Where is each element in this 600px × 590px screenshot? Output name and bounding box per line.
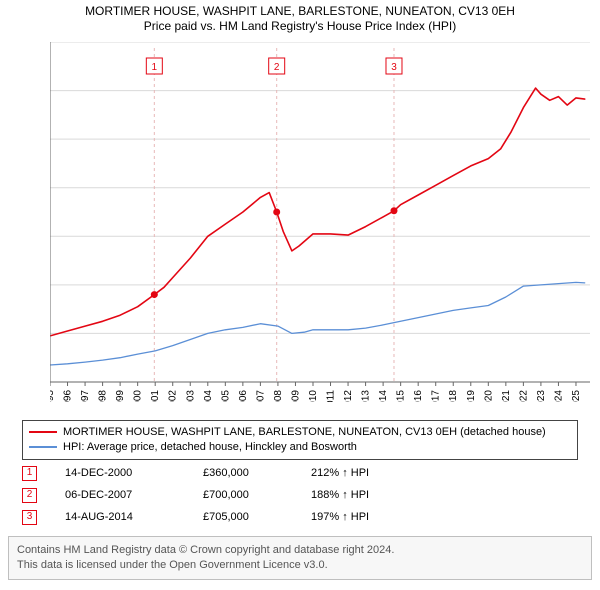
legend-item: MORTIMER HOUSE, WASHPIT LANE, BARLESTONE… — [29, 425, 571, 440]
event-marker-num: 1 — [27, 468, 33, 478]
event-row: 1 14-DEC-2000 £360,000 212% ↑ HPI — [22, 462, 578, 484]
svg-text:2004: 2004 — [203, 390, 214, 402]
event-date: 06-DEC-2007 — [65, 489, 175, 501]
event-marker: 1 — [22, 466, 37, 481]
event-marker-num: 2 — [27, 490, 33, 500]
svg-text:2014: 2014 — [378, 390, 389, 402]
event-pct: 188% ↑ HPI — [311, 489, 369, 501]
svg-text:2009: 2009 — [290, 390, 301, 402]
svg-text:2010: 2010 — [308, 390, 319, 402]
svg-text:2001: 2001 — [150, 390, 161, 402]
svg-text:2025: 2025 — [571, 390, 582, 402]
svg-text:2007: 2007 — [255, 390, 266, 402]
title-line-1: MORTIMER HOUSE, WASHPIT LANE, BARLESTONE… — [0, 4, 600, 19]
svg-text:2: 2 — [274, 62, 280, 73]
event-date: 14-DEC-2000 — [65, 467, 175, 479]
chart: £0£200K£400K£600K£800K£1M£1.2M£1.4M19951… — [50, 42, 590, 402]
svg-text:2006: 2006 — [238, 390, 249, 402]
svg-text:1997: 1997 — [80, 390, 91, 402]
legend-label: HPI: Average price, detached house, Hinc… — [63, 440, 357, 455]
legend-swatch — [29, 431, 57, 433]
svg-text:2011: 2011 — [326, 390, 337, 402]
legend: MORTIMER HOUSE, WASHPIT LANE, BARLESTONE… — [22, 420, 578, 460]
svg-text:2005: 2005 — [220, 390, 231, 402]
event-marker: 2 — [22, 488, 37, 503]
title-line-2: Price paid vs. HM Land Registry's House … — [0, 19, 600, 34]
svg-text:2021: 2021 — [501, 390, 512, 402]
event-price: £705,000 — [203, 511, 283, 523]
credits: Contains HM Land Registry data © Crown c… — [8, 536, 592, 580]
legend-item: HPI: Average price, detached house, Hinc… — [29, 440, 571, 455]
events-table: 1 14-DEC-2000 £360,000 212% ↑ HPI 2 06-D… — [22, 462, 578, 528]
event-pct: 197% ↑ HPI — [311, 511, 369, 523]
event-pct: 212% ↑ HPI — [311, 467, 369, 479]
legend-swatch — [29, 446, 57, 448]
svg-text:3: 3 — [391, 62, 397, 73]
legend-label: MORTIMER HOUSE, WASHPIT LANE, BARLESTONE… — [63, 425, 546, 440]
svg-text:1: 1 — [152, 62, 158, 73]
event-price: £700,000 — [203, 489, 283, 501]
svg-text:1998: 1998 — [98, 390, 109, 402]
page: MORTIMER HOUSE, WASHPIT LANE, BARLESTONE… — [0, 0, 600, 590]
svg-text:2022: 2022 — [518, 390, 529, 402]
event-row: 3 14-AUG-2014 £705,000 197% ↑ HPI — [22, 506, 578, 528]
svg-text:2002: 2002 — [168, 390, 179, 402]
event-marker-num: 3 — [27, 512, 33, 522]
event-date: 14-AUG-2014 — [65, 511, 175, 523]
svg-text:2018: 2018 — [448, 390, 459, 402]
svg-text:2019: 2019 — [466, 390, 477, 402]
svg-text:1999: 1999 — [115, 390, 126, 402]
svg-text:1996: 1996 — [63, 390, 74, 402]
svg-text:2020: 2020 — [483, 390, 494, 402]
svg-text:2003: 2003 — [185, 390, 196, 402]
event-price: £360,000 — [203, 467, 283, 479]
svg-text:2015: 2015 — [396, 390, 407, 402]
svg-text:2012: 2012 — [343, 390, 354, 402]
credits-line-1: Contains HM Land Registry data © Crown c… — [17, 543, 583, 558]
svg-text:2017: 2017 — [431, 390, 442, 402]
svg-text:1995: 1995 — [50, 390, 56, 402]
svg-text:2024: 2024 — [553, 390, 564, 402]
event-row: 2 06-DEC-2007 £700,000 188% ↑ HPI — [22, 484, 578, 506]
svg-text:2023: 2023 — [536, 390, 547, 402]
svg-text:2016: 2016 — [413, 390, 424, 402]
svg-text:2008: 2008 — [273, 390, 284, 402]
svg-text:2013: 2013 — [361, 390, 372, 402]
event-marker: 3 — [22, 510, 37, 525]
svg-text:2000: 2000 — [133, 390, 144, 402]
credits-line-2: This data is licensed under the Open Gov… — [17, 558, 583, 573]
chart-title: MORTIMER HOUSE, WASHPIT LANE, BARLESTONE… — [0, 0, 600, 34]
